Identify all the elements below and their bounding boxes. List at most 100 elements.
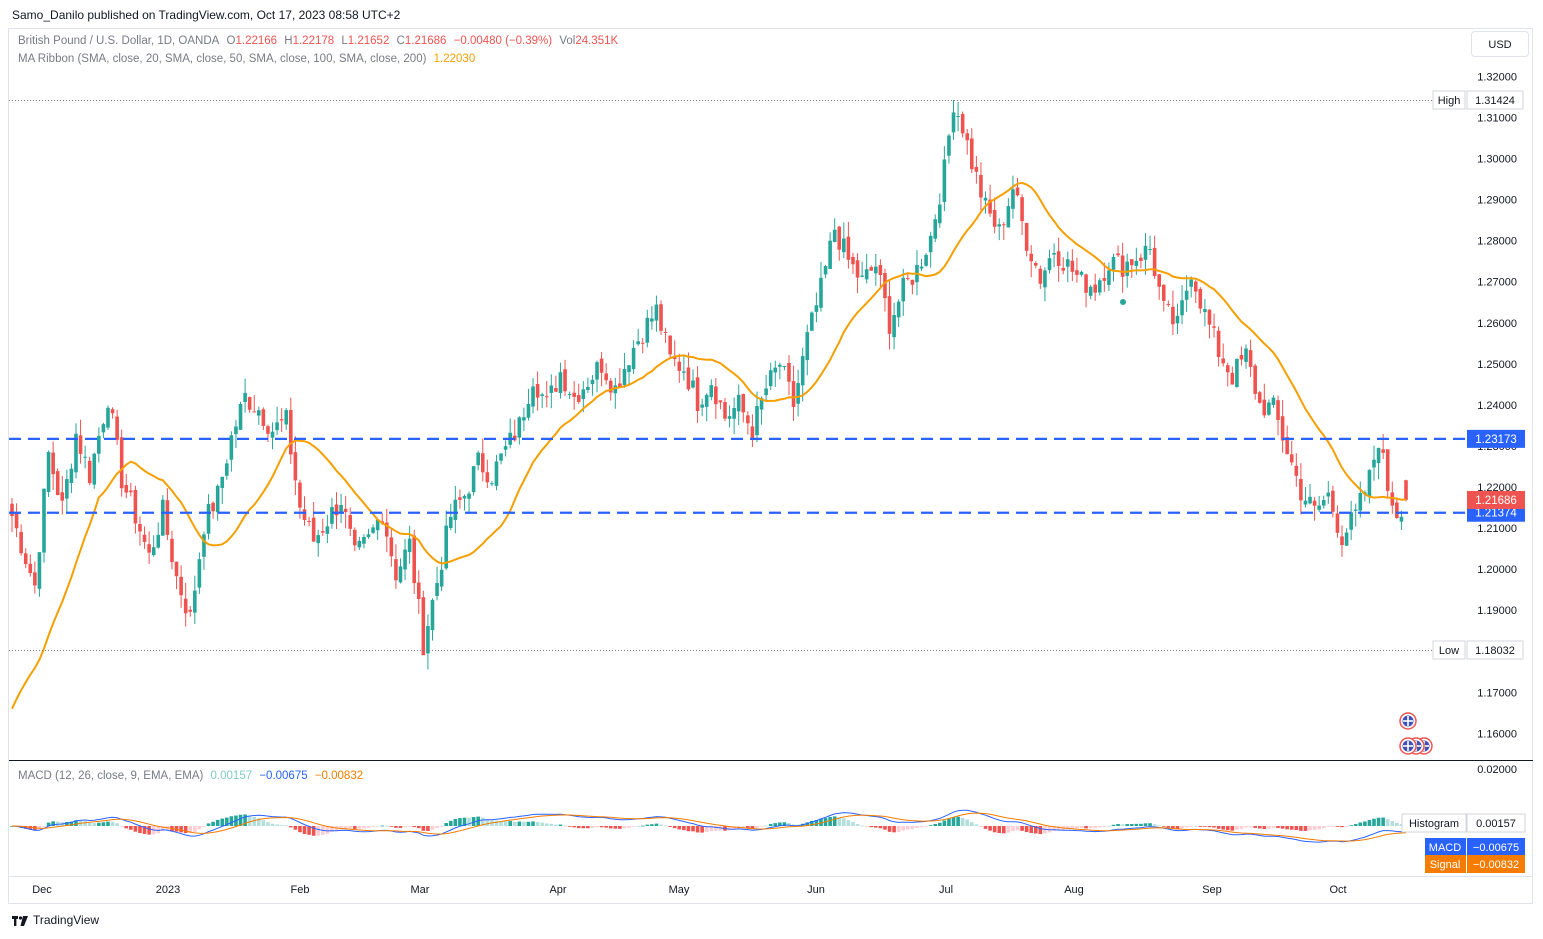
candle-body xyxy=(750,426,755,439)
macd-histogram-bar xyxy=(1344,826,1349,827)
macd-histogram-bar xyxy=(1363,821,1367,826)
candle-body xyxy=(151,547,156,556)
macd-histogram-bar xyxy=(439,826,444,827)
macd-histogram-bar xyxy=(1020,826,1024,831)
month-tick-label: Mar xyxy=(411,884,430,896)
price-tick-label: 1.21000 xyxy=(1477,523,1517,535)
macd-histogram-group xyxy=(10,814,1408,836)
candle-body xyxy=(266,426,270,434)
macd-histogram-bar xyxy=(613,826,618,829)
macd-histogram-bar xyxy=(1230,826,1235,831)
price-tick-label: 1.26000 xyxy=(1477,318,1517,330)
candle-body xyxy=(51,452,55,475)
macd-histogram-bar xyxy=(471,817,476,826)
candle-body xyxy=(106,407,110,428)
candle-body xyxy=(307,520,311,522)
macd-histogram-bar xyxy=(238,814,243,826)
macd-histogram-bar xyxy=(1001,826,1006,834)
macd-histogram-bar xyxy=(1303,826,1308,831)
macd-histogram-bar xyxy=(1198,826,1203,827)
macd-histogram-bar xyxy=(1349,825,1353,827)
macd-histogram-bar xyxy=(1079,826,1084,829)
macd-histogram-bar xyxy=(517,821,522,826)
macd-histogram-bar xyxy=(115,823,119,826)
candle-body xyxy=(348,515,353,529)
histogram-label-box xyxy=(1401,813,1467,833)
macd-histogram-bar xyxy=(1029,826,1034,833)
macd-histogram-bar xyxy=(782,822,787,826)
macd-histogram-bar xyxy=(814,820,819,826)
macd-histogram-bar xyxy=(362,826,366,829)
candle-body xyxy=(421,597,426,656)
candle-body xyxy=(110,409,115,414)
candle-body xyxy=(129,490,133,493)
candle-body xyxy=(1088,286,1093,296)
candle-body xyxy=(1120,255,1125,277)
macd-histogram-bar xyxy=(298,826,302,833)
macd-histogram-bar xyxy=(874,826,878,828)
legend-l-label: L xyxy=(341,35,348,47)
macd-histogram-bar xyxy=(887,826,892,832)
macd-histogram-bar xyxy=(755,826,759,828)
candle-body xyxy=(503,446,508,450)
macd-histogram-bar xyxy=(1331,826,1335,827)
candle-body xyxy=(823,266,828,275)
macd-histogram-bar xyxy=(768,824,773,826)
macd-histogram-bar xyxy=(325,826,330,834)
candle-body xyxy=(549,385,554,393)
macd-histogram-bar xyxy=(74,820,78,826)
macd-histogram-bar xyxy=(1372,818,1376,826)
candle-body xyxy=(544,396,549,398)
candle-body xyxy=(892,315,896,338)
candle-body xyxy=(842,238,846,253)
candle-body xyxy=(983,197,988,201)
macd-histogram-bar xyxy=(69,821,74,826)
candle-body xyxy=(320,531,325,533)
candle-body xyxy=(83,456,87,458)
candle-body xyxy=(650,318,654,322)
candle-body xyxy=(1225,365,1230,373)
candle-body xyxy=(1253,365,1257,394)
macd-histogram-bar xyxy=(1248,826,1253,828)
month-tick-label: Apr xyxy=(549,884,566,896)
low-value: 1.18032 xyxy=(1475,645,1515,657)
candle-body xyxy=(554,388,558,392)
candle-body xyxy=(270,431,275,438)
macd-histogram-bar xyxy=(1116,823,1120,826)
candle-body xyxy=(686,367,691,390)
candle-body xyxy=(1152,247,1157,277)
candle-body xyxy=(179,576,183,596)
macd-histogram-bar xyxy=(974,824,979,826)
candle-body xyxy=(1294,465,1299,476)
macd-histogram-bar xyxy=(919,826,924,828)
macd-histogram-bar xyxy=(142,826,147,834)
candle-body xyxy=(101,424,106,433)
macd-histogram-bar xyxy=(494,820,499,826)
candle-body xyxy=(654,304,659,321)
macd-histogram-bar xyxy=(348,826,353,829)
candle-body xyxy=(384,522,389,537)
macd-histogram-bar xyxy=(284,825,289,827)
chart-frame xyxy=(8,28,1533,904)
candle-body xyxy=(727,416,732,419)
macd-histogram-bar xyxy=(129,826,133,830)
candle-body xyxy=(257,410,261,416)
macd-histogram-bar xyxy=(1139,823,1143,826)
candle-body xyxy=(1189,279,1193,287)
candle-body xyxy=(284,410,289,425)
macd-histogram-bar xyxy=(421,826,426,831)
candle-body xyxy=(1093,284,1098,293)
macd-histogram-bar xyxy=(1326,826,1331,827)
currency-button[interactable]: USD xyxy=(1471,31,1529,57)
macd-histogram-bar xyxy=(1299,826,1303,831)
ma-ribbon-label: MA Ribbon (SMA, close, 20, SMA, close, 5… xyxy=(18,53,427,65)
macd-histogram-bar xyxy=(480,817,485,826)
candle-body xyxy=(1052,253,1056,255)
legend-h-label: H xyxy=(284,35,293,47)
macd-histogram-bar xyxy=(1212,826,1216,828)
candle-body xyxy=(1276,400,1280,421)
legend-symbol: British Pound / U.S. Dollar, 1D, OANDA xyxy=(18,35,220,47)
candle-body xyxy=(170,538,174,563)
candle-body xyxy=(631,347,636,370)
